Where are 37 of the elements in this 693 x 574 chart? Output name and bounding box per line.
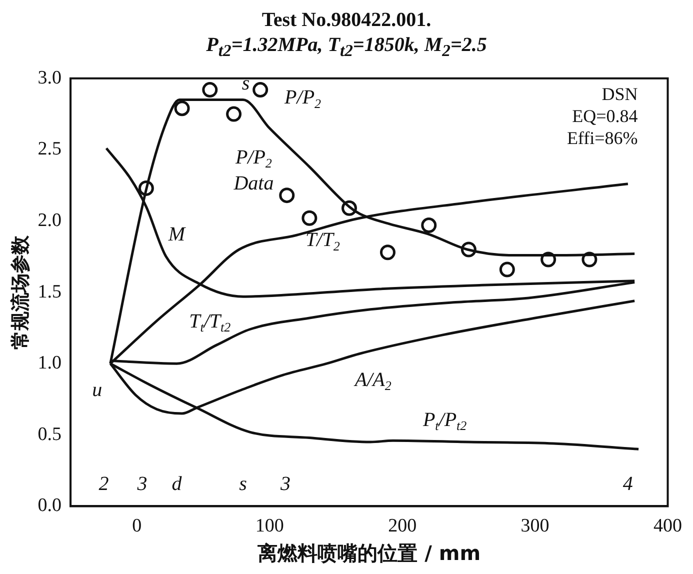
chart-title: Test No.980422.001. [260,8,432,32]
y-tick-label: 0.0 [38,495,62,516]
point [252,82,268,98]
annotation: Effi=86% [566,128,638,148]
annotation: 2 [98,473,109,496]
annotation: s [242,72,250,94]
series-label: M [167,224,186,246]
y-tick-label: 2.0 [38,210,62,231]
point [226,106,242,122]
point [380,244,396,260]
y-tick-label: 2.5 [38,138,62,160]
point [499,262,515,278]
x-tick-label: 400 [654,516,682,537]
x-axis-title: 离燃料喷嘴的位置 / mm [256,541,481,566]
y-tick-label: 1.0 [38,352,62,374]
chart-subtitle: P$_{t2}$=1.32MPa, T$_{t2}$=1850k, M$_{2}$=2.5 [205,33,488,62]
y-tick-label: 1.5 [38,281,62,302]
annotation: u [92,378,102,401]
point [202,82,218,98]
point [279,188,295,204]
annotation: 3 [136,473,148,496]
point [421,218,437,234]
x-tick-label: 300 [520,516,550,537]
y-tick-label: 3.0 [38,67,62,88]
x-tick-label: 100 [255,516,284,537]
point [174,100,190,116]
y-axis-title: 常规流场参数 [9,234,32,350]
y-tick-label: 0.5 [38,424,62,445]
annotation: d [172,473,183,496]
x-tick-label: 200 [388,516,417,537]
annotation: EQ=0.84 [572,106,638,126]
annotation: DSN [602,84,638,104]
annotation: 3 [280,473,291,496]
annotation: 4 [622,473,633,496]
annotation: s [239,473,248,496]
point [302,210,318,226]
x-tick-label: 0 [132,516,142,537]
